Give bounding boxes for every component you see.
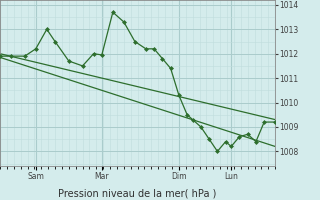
Text: Pression niveau de la mer( hPa ): Pression niveau de la mer( hPa ) [59, 188, 217, 198]
